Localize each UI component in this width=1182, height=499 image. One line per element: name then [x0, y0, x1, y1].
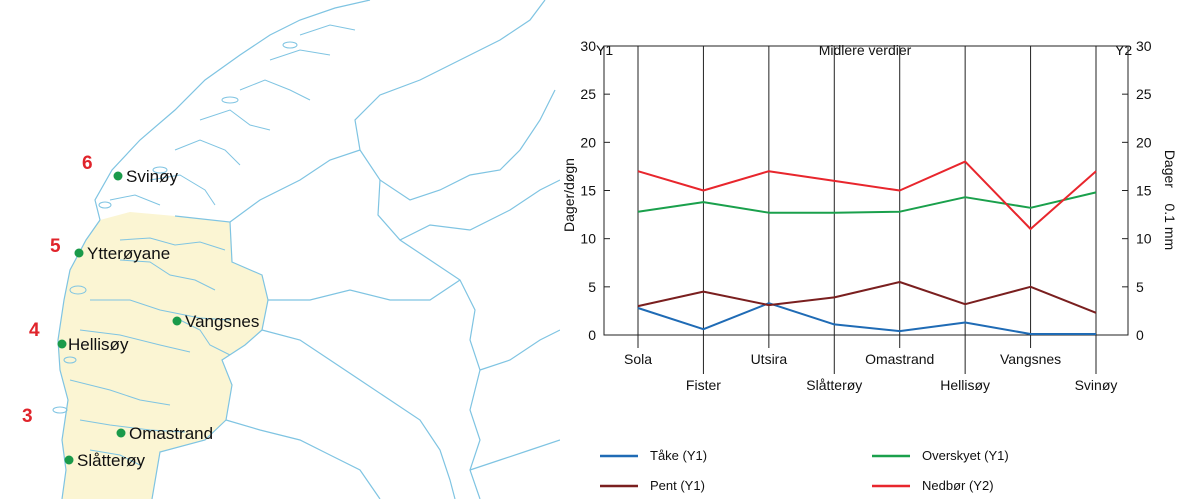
- y2-tick-label: 25: [1136, 86, 1152, 102]
- chart-title: Midlere verdier: [819, 42, 912, 58]
- y2-axis-marker: Y2: [1115, 42, 1132, 58]
- series-line: [637, 302, 1096, 335]
- y1-tick-label: 25: [580, 86, 596, 102]
- y2-tick-label: 10: [1136, 231, 1152, 247]
- coast-lines: [57, 0, 560, 499]
- series-line: [637, 160, 1097, 230]
- series-line: [637, 191, 1097, 214]
- legend-label: Nedbør (Y2): [922, 478, 994, 493]
- series-line: [637, 281, 1097, 314]
- station-label-vangsnes: Vangsnes: [185, 312, 259, 331]
- y2-tick-label: 15: [1136, 183, 1152, 199]
- region-label-4: 4: [29, 320, 40, 341]
- station-dot-hellisoy[interactable]: [57, 339, 67, 349]
- y2-tick-label: 5: [1136, 279, 1144, 295]
- legend-label: Overskyet (Y1): [922, 448, 1009, 463]
- region-label-3: 3: [22, 406, 33, 427]
- y2-axis-title: Dager 0.1 mm: [1162, 150, 1178, 250]
- y1-tick-label: 15: [580, 183, 596, 199]
- legend-label: Tåke (Y1): [650, 448, 707, 463]
- station-label-svinoy: Svinøy: [126, 167, 178, 186]
- station-label-omastrand: Omastrand: [129, 424, 213, 443]
- y1-tick-label: 0: [588, 327, 596, 343]
- x-tick-label: Svinøy: [1075, 377, 1118, 393]
- y2-tick-label: 0: [1136, 327, 1144, 343]
- x-tick-label: Hellisøy: [940, 377, 990, 393]
- fjord-lines: [69, 24, 356, 466]
- y1-tick-label: 5: [588, 279, 596, 295]
- legend: Tåke (Y1) Pent (Y1) Overskyet (Y1) Nedbør (…: [600, 448, 1009, 493]
- station-label-hellisoy: Hellisøy: [68, 335, 129, 354]
- y2-tick-label: 30: [1136, 38, 1152, 54]
- y1-axis-title: Dager/døgn: [561, 158, 577, 232]
- x-tick-label: Vangsnes: [1000, 351, 1061, 367]
- station-dot-vangsnes[interactable]: [172, 316, 182, 326]
- x-tick-label: Omastrand: [865, 351, 934, 367]
- legend-label: Pent (Y1): [650, 478, 705, 493]
- x-tick-label: Fister: [686, 377, 721, 393]
- y1-tick-label: 10: [580, 231, 596, 247]
- y2-tick-label: 20: [1136, 134, 1152, 150]
- x-tick-label: Sola: [624, 351, 652, 367]
- y1-axis-marker: Y1: [596, 42, 613, 58]
- y1-tick-label: 30: [580, 38, 596, 54]
- plot-frame: [603, 45, 1129, 336]
- station-dot-slatteroy[interactable]: [64, 455, 74, 465]
- y1-tick-label: 20: [580, 134, 596, 150]
- chart-panel: Y1 Midlere verdier Y2 Dager/døgn Dager 0…: [540, 0, 1182, 499]
- x-tick-label: Utsira: [751, 351, 788, 367]
- x-tick-label: Slåtterøy: [806, 377, 862, 393]
- station-label-slatteroy: Slåtterøy: [77, 451, 146, 470]
- islands: [52, 41, 298, 414]
- station-dot-svinoy[interactable]: [113, 171, 123, 181]
- region-label-5: 5: [50, 236, 61, 257]
- station-dot-omastrand[interactable]: [116, 428, 126, 438]
- map-panel: 6 5 4 3 Svinøy Ytterøyane Vangsnes Helli…: [0, 0, 560, 499]
- coastline-map: 6 5 4 3 Svinøy Ytterøyane Vangsnes Helli…: [22, 0, 560, 499]
- station-dot-ytteroyane[interactable]: [74, 248, 84, 258]
- line-chart: Y1 Midlere verdier Y2 Dager/døgn Dager 0…: [561, 38, 1178, 493]
- region-shading: [58, 212, 268, 499]
- station-label-ytteroyane: Ytterøyane: [87, 244, 170, 263]
- region-label-6: 6: [82, 153, 93, 174]
